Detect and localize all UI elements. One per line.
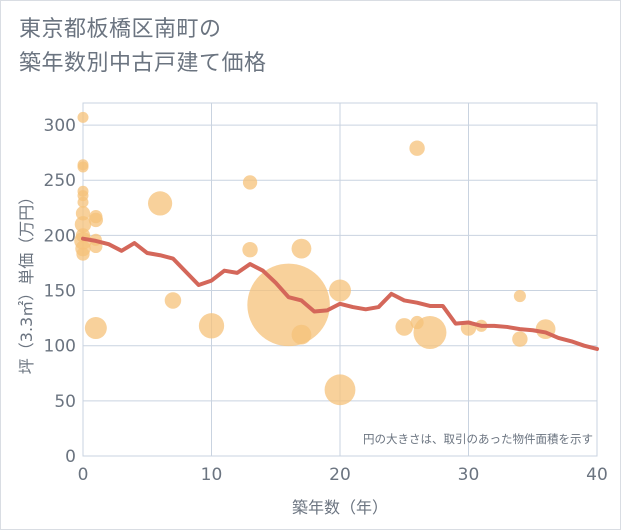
y-axis-label: 坪（3.3㎡）単価（万円） — [17, 189, 36, 374]
data-bubble — [75, 206, 91, 221]
x-tick-label: 30 — [458, 465, 480, 485]
data-bubble — [74, 216, 92, 233]
data-bubble — [242, 175, 258, 190]
data-bubble — [77, 196, 89, 208]
data-bubble — [164, 292, 182, 309]
data-bubble — [77, 161, 89, 173]
data-bubble — [409, 140, 425, 156]
trend-line — [81, 236, 599, 351]
y-tick-label: 300 — [44, 116, 76, 136]
data-bubble — [291, 238, 312, 259]
chart-title-line1: 東京都板橋区南町の — [19, 17, 222, 42]
data-bubble — [198, 313, 225, 339]
data-bubble — [242, 242, 258, 258]
chart-title-line2: 築年数別中古戸建て価格 — [19, 51, 267, 76]
y-tick-label: 100 — [44, 337, 76, 357]
data-bubble — [329, 279, 351, 302]
data-bubble — [88, 212, 103, 228]
y-tick-label: 50 — [54, 392, 76, 412]
y-tick-label: 250 — [44, 171, 76, 191]
y-tick-label: 200 — [44, 226, 76, 246]
x-tick-label: 10 — [201, 465, 223, 485]
tick-labels: 0 50 100 150 200 250 300 0 10 20 30 40 — [44, 116, 608, 485]
data-bubble — [148, 191, 173, 216]
data-bubble — [247, 263, 330, 347]
chart-title: 東京都板橋区南町の 築年数別中古戸建て価格 — [19, 13, 267, 81]
x-axis-label: 築年数（年） — [292, 498, 388, 517]
trend-line-group — [81, 236, 599, 351]
data-bubble — [84, 317, 107, 340]
data-bubble — [395, 318, 414, 336]
x-tick-label: 40 — [586, 465, 608, 485]
y-tick-label: 150 — [44, 282, 76, 302]
x-tick-label: 20 — [329, 465, 351, 485]
data-bubble — [512, 331, 528, 347]
data-bubble — [291, 324, 312, 345]
data-bubble — [513, 289, 526, 303]
data-bubble — [324, 374, 356, 406]
x-tick-label: 0 — [78, 465, 89, 485]
y-tick-label: 0 — [65, 447, 76, 467]
data-bubble — [77, 111, 89, 123]
data-bubble — [413, 315, 447, 349]
bubble-series — [74, 111, 556, 406]
bubble-size-note: 円の大きさは、取引のあった物件面積を示す — [363, 432, 593, 446]
data-bubble — [76, 247, 90, 261]
